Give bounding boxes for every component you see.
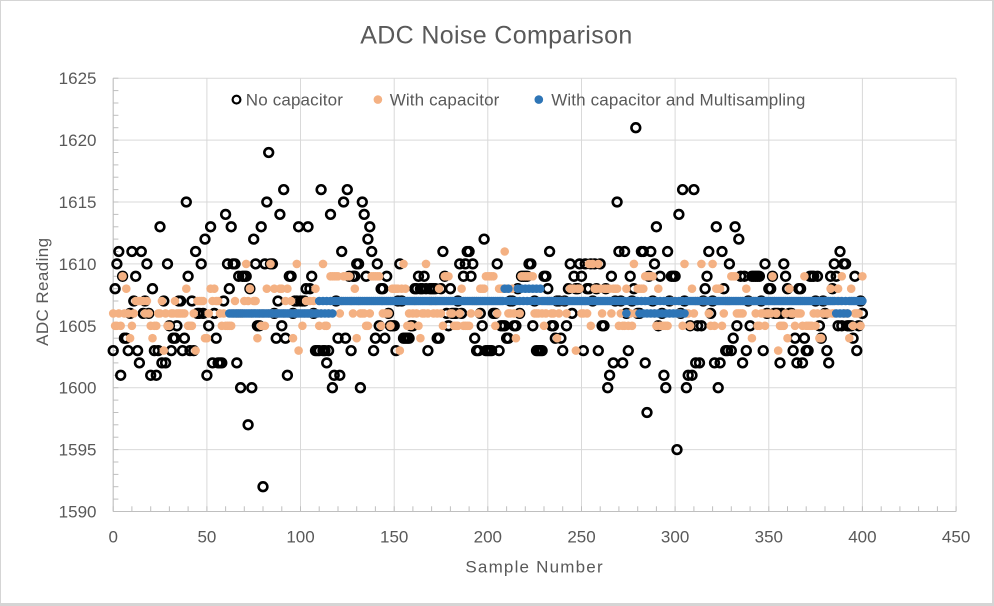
svg-text:300: 300: [661, 527, 689, 546]
svg-text:1595: 1595: [59, 441, 97, 460]
svg-text:With capacitor and Multisampli: With capacitor and Multisampling: [551, 90, 805, 109]
svg-text:0: 0: [108, 527, 117, 546]
svg-text:450: 450: [942, 527, 970, 546]
svg-text:150: 150: [380, 527, 408, 546]
svg-text:Sample Number: Sample Number: [465, 557, 603, 576]
svg-text:50: 50: [197, 527, 216, 546]
svg-text:1610: 1610: [59, 255, 97, 274]
svg-text:1600: 1600: [59, 379, 97, 398]
svg-text:100: 100: [286, 527, 314, 546]
svg-text:With capacitor: With capacitor: [390, 90, 500, 109]
svg-text:1615: 1615: [59, 193, 97, 212]
svg-text:1625: 1625: [59, 69, 97, 88]
svg-text:ADC Noise Comparison: ADC Noise Comparison: [360, 22, 632, 50]
svg-text:1620: 1620: [59, 131, 97, 150]
svg-text:1605: 1605: [59, 317, 97, 336]
svg-text:250: 250: [567, 527, 595, 546]
svg-text:200: 200: [474, 527, 502, 546]
svg-text:1590: 1590: [59, 503, 97, 522]
svg-text:350: 350: [755, 527, 783, 546]
svg-text:ADC Reading: ADC Reading: [33, 238, 52, 346]
svg-text:400: 400: [848, 527, 876, 546]
svg-text:No capacitor: No capacitor: [246, 90, 343, 109]
